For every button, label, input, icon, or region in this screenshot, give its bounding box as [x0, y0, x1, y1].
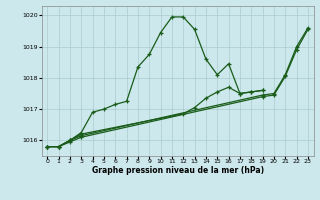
X-axis label: Graphe pression niveau de la mer (hPa): Graphe pression niveau de la mer (hPa)	[92, 166, 264, 175]
